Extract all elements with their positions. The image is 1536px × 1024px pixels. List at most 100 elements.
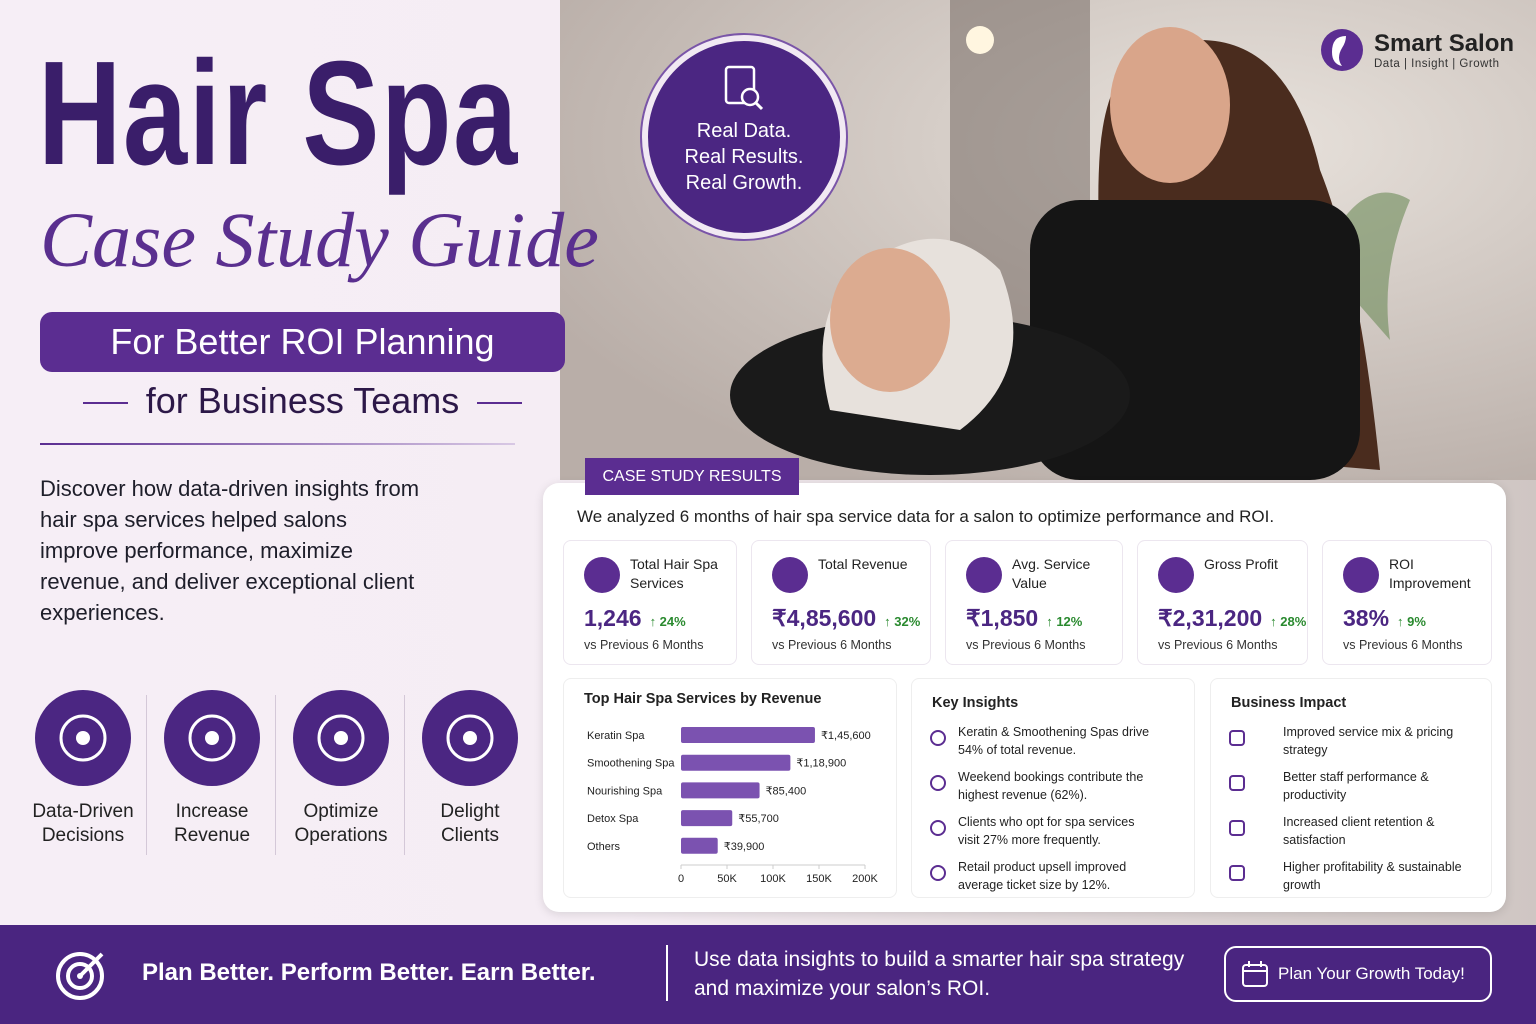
feature: Optimize Operations xyxy=(276,690,406,848)
list-icon xyxy=(1229,730,1245,746)
kpi-number: 38% xyxy=(1343,605,1390,631)
brand-logo xyxy=(1321,29,1363,71)
kpi-number: ₹1,850 xyxy=(966,605,1039,631)
list-icon xyxy=(1229,775,1245,791)
kpi-change: ↑ 24% xyxy=(649,614,686,629)
kpi-note: vs Previous 6 Months xyxy=(1158,638,1278,652)
kpi-icon xyxy=(966,557,1002,593)
x-tick-label: 100K xyxy=(760,873,786,885)
calendar-icon xyxy=(1242,961,1268,987)
chart: Top Hair Spa Services by Revenue 0 50K 100… xyxy=(584,691,879,885)
kpi-note: vs Previous 6 Months xyxy=(584,638,704,652)
value-label: ₹55,700 xyxy=(738,813,779,825)
kpi-label: Total Hair Spa Services xyxy=(630,556,718,591)
list-item: Retail product upsell improved average t… xyxy=(958,860,1127,892)
kpi-icon xyxy=(1343,557,1379,593)
impact-title: Business Impact xyxy=(1231,695,1347,711)
kpi-value: ₹4,85,600 ↑ 32% xyxy=(772,605,920,632)
kpi-change: ↑ 9% xyxy=(1397,614,1426,629)
badge-line: Real Data. xyxy=(696,120,792,142)
value-label: ₹1,18,900 xyxy=(796,758,846,770)
feature-icon xyxy=(422,690,518,786)
kpi-label: Total Revenue xyxy=(818,556,908,572)
insights-title: Key Insights xyxy=(932,695,1019,711)
chart-title: Top Hair Spa Services by Revenue xyxy=(584,691,821,707)
feature: Data-Driven Decisions xyxy=(18,690,148,848)
list-icon xyxy=(930,865,946,881)
cta-label[interactable]: Plan Your Growth Today! xyxy=(1278,964,1465,983)
badge-line: Real Results. xyxy=(684,146,804,168)
insights-box: Key Insights Keratin & Smoothening Spas … xyxy=(911,678,1195,898)
feature-separator xyxy=(275,695,276,855)
x-tick-label: 50K xyxy=(717,873,737,885)
kpi-note: vs Previous 6 Months xyxy=(966,638,1086,652)
audience: for Business Teams xyxy=(40,380,565,422)
title: Hair Spa xyxy=(38,31,519,196)
bar xyxy=(681,837,718,854)
category-label: Nourishing Spa xyxy=(587,785,663,797)
kpi-card: ROI Improvement 38% ↑ 9% vs Previous 6 Mont… xyxy=(1322,540,1492,665)
cta-button[interactable]: Plan Your Growth Today! xyxy=(1224,946,1492,1002)
feature: Increase Revenue xyxy=(147,690,277,848)
value-label: ₹39,900 xyxy=(724,841,765,853)
feature-separator xyxy=(146,695,147,855)
kpi-change: ↑ 28% xyxy=(1270,614,1307,629)
footer-divider xyxy=(666,945,668,1001)
feature-glyph xyxy=(317,714,365,762)
x-tick-label: 150K xyxy=(806,873,832,885)
chart-box: Top Hair Spa Services by Revenue 0 50K 100… xyxy=(563,678,897,898)
feature-label: Increase Revenue xyxy=(173,801,251,846)
feature-glyph xyxy=(446,714,494,762)
kpi-note: vs Previous 6 Months xyxy=(772,638,892,652)
list-icon xyxy=(930,820,946,836)
feature-icon xyxy=(35,690,131,786)
kpi-card: Gross Profit ₹2,31,200 ↑ 28% vs Previous 6 … xyxy=(1137,540,1308,665)
kpi-card: Total Hair Spa Services 1,246 ↑ 24% vs Prev… xyxy=(563,540,737,665)
divider xyxy=(40,443,515,445)
kpi-number: ₹4,85,600 xyxy=(772,605,877,631)
results-tab: CASE STUDY RESULTS xyxy=(585,458,799,495)
feature-icon xyxy=(164,690,260,786)
list-icon xyxy=(1229,865,1245,881)
footer: Plan Better. Perform Better. Earn Better… xyxy=(0,925,1536,1024)
list-icon xyxy=(930,775,946,791)
value-label: ₹1,45,600 xyxy=(821,730,871,742)
kpi-card: Total Revenue ₹4,85,600 ↑ 32% vs Previous 6… xyxy=(751,540,931,665)
kpi-number: ₹2,31,200 xyxy=(1158,605,1263,631)
feature-separator xyxy=(404,695,405,855)
feature-glyph xyxy=(59,714,107,762)
list-item: Better staff performance & productivity xyxy=(1283,770,1429,802)
bar xyxy=(681,727,815,743)
bar xyxy=(681,810,733,827)
kpi-label: Avg. Service Value xyxy=(1012,556,1091,591)
kpi-icon xyxy=(584,557,620,593)
brand-name: Smart Salon xyxy=(1374,30,1515,57)
footer-message: Use data insights to build a smarter hai… xyxy=(694,948,1185,1000)
value-label: ₹85,400 xyxy=(766,785,807,797)
feature-label: Delight Clients xyxy=(440,801,500,846)
list-icon xyxy=(1229,820,1245,836)
kpi-label: Gross Profit xyxy=(1204,556,1278,572)
kpi-value: 1,246 ↑ 24% xyxy=(584,605,686,632)
kpi-number: 1,246 xyxy=(584,605,642,631)
category-label: Detox Spa xyxy=(587,813,639,825)
kpi-icon xyxy=(1158,557,1194,593)
list-item: Keratin & Smoothening Spas drive 54% of … xyxy=(958,725,1150,757)
feature: Delight Clients xyxy=(405,690,535,848)
list-item: Increased client retention & satisfactio… xyxy=(1283,815,1435,847)
kpi-icon xyxy=(772,557,808,593)
list-item: Improved service mix & pricing strategy xyxy=(1283,725,1454,757)
pill-heading: For Better ROI Planning xyxy=(40,312,565,372)
feature-icon xyxy=(293,690,389,786)
x-tick-label: 200K xyxy=(852,873,878,885)
kpi-value: ₹2,31,200 ↑ 28% xyxy=(1158,605,1306,632)
bar xyxy=(681,754,791,771)
impact-box: Business Impact Improved service mix & p… xyxy=(1210,678,1492,898)
photo-background xyxy=(560,0,1536,480)
bar xyxy=(681,782,760,799)
kpi-card: Avg. Service Value ₹1,850 ↑ 12% vs Previous… xyxy=(945,540,1123,665)
kpi-label: ROI Improvement xyxy=(1389,556,1471,591)
x-tick-label: 0 xyxy=(678,873,684,885)
category-label: Others xyxy=(587,841,621,853)
